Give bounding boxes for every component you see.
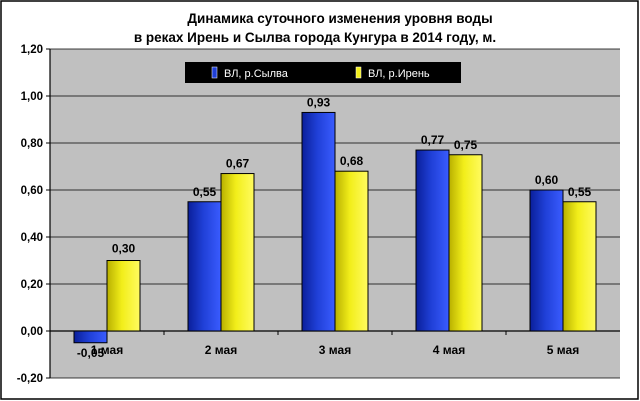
bar-sylva — [301, 111, 336, 332]
bar-sylva — [73, 330, 108, 344]
bar-sylva — [415, 149, 450, 332]
category-label: 5 мая — [547, 343, 579, 357]
legend-box — [185, 62, 461, 83]
bar-sylva — [529, 189, 564, 332]
bar-iren — [334, 170, 369, 332]
data-label: 0,93 — [307, 95, 331, 109]
legend-label-sylva: ВЛ, р.Сылва — [224, 68, 289, 80]
y-tick-label: 0,20 — [21, 279, 43, 291]
bar-iren — [448, 154, 483, 332]
y-tick-label: 1,00 — [21, 91, 43, 103]
data-label: 0,77 — [421, 133, 445, 147]
legend-swatch-iren — [355, 66, 362, 79]
y-tick-label: 0,40 — [21, 232, 43, 244]
category-labels: 1 мая 2 мая 3 мая 4 мая 5 мая — [91, 343, 579, 357]
data-label: 0,67 — [226, 157, 250, 171]
y-tick-label: 1,20 — [21, 44, 43, 56]
y-tick-label: 0,80 — [21, 138, 43, 150]
category-label: 3 мая — [319, 343, 351, 357]
legend: ВЛ, р.Сылва ВЛ, р.Ирень — [185, 62, 461, 83]
data-label: 0,55 — [568, 185, 592, 199]
legend-swatch-sylva — [211, 66, 218, 79]
data-labels: -0,05 0,30 0,55 0,67 0,93 0,68 0,77 0,75 0,60 0,5… — [77, 95, 592, 359]
chart-title-line-2: в реках Ирень и Сылва города Кунгура в 2… — [134, 30, 496, 45]
category-label: 4 мая — [433, 343, 465, 357]
bar-iren — [106, 260, 141, 332]
bars — [73, 111, 597, 344]
legend-label-iren: ВЛ, р.Ирень — [368, 68, 430, 80]
data-label: 0,30 — [112, 242, 136, 256]
data-label: 0,75 — [454, 138, 478, 152]
category-label: 2 мая — [205, 343, 237, 357]
y-tick-label: 0,00 — [21, 326, 43, 338]
y-tick-label: -0,20 — [17, 373, 43, 385]
bar-iren — [220, 173, 255, 332]
data-label: 0,68 — [340, 154, 364, 168]
chart-title-line-1: Динамика суточного изменения уровня воды — [187, 11, 492, 26]
data-label: 0,60 — [535, 173, 559, 187]
bar-iren — [562, 201, 597, 332]
data-label: -0,05 — [77, 346, 105, 360]
category-label: 1 мая — [91, 343, 123, 357]
data-label: 0,55 — [193, 185, 217, 199]
bar-sylva — [187, 201, 222, 332]
y-tick-label: 0,60 — [21, 185, 43, 197]
